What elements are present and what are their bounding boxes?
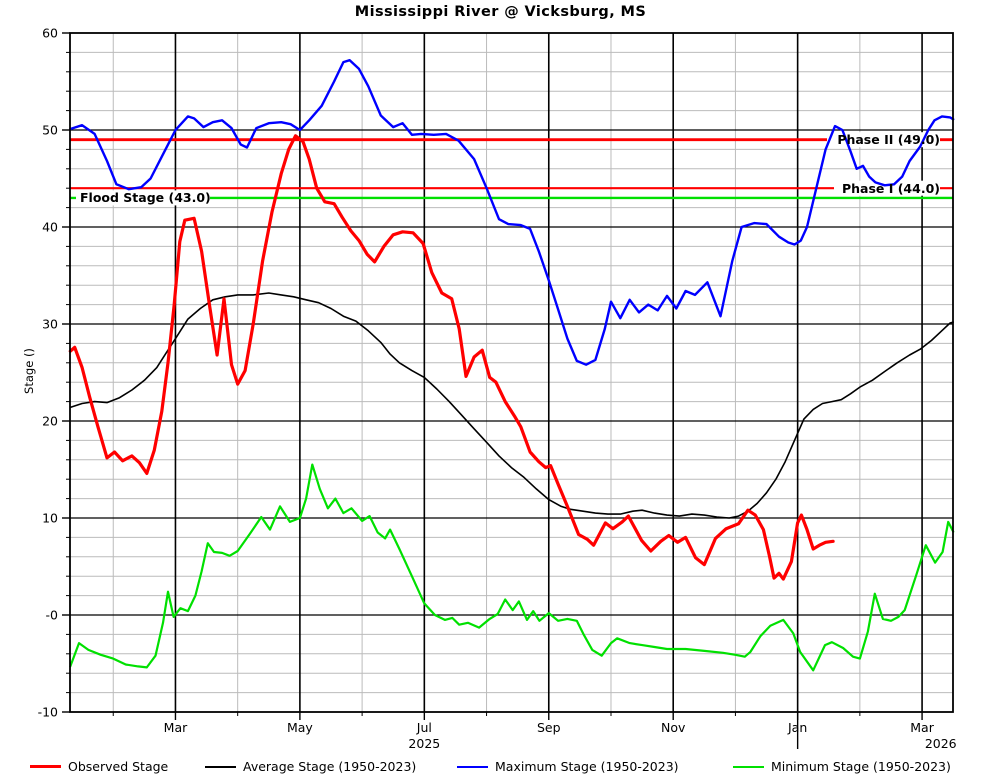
y-tick-label: 10 <box>42 511 58 526</box>
x-month-label: Nov <box>661 720 686 735</box>
maximum-stage-line <box>69 59 955 366</box>
phase2-reference-label: Phase II (49.0) <box>837 132 940 147</box>
observed-line-swatch <box>30 765 61 768</box>
legend-label-observed: Observed Stage <box>68 759 169 774</box>
legend-item-minimum: Minimum Stage (1950-2023) <box>733 759 951 774</box>
minimum-stage-line <box>69 463 955 672</box>
x-month-label: Jul <box>416 720 432 735</box>
y-axis-label: Stage () <box>22 348 36 394</box>
phase2-label-box <box>827 132 940 148</box>
flood-label-box <box>76 190 210 206</box>
maximum-line-swatch <box>457 765 488 768</box>
chart-title: Mississippi River @ Vicksburg, MS <box>354 4 647 20</box>
x-year-label: 2026 <box>925 736 957 751</box>
y-tick-label: 50 <box>42 123 58 138</box>
legend-label-maximum: Maximum Stage (1950-2023) <box>495 759 679 774</box>
flood-stage-reference-label: Flood Stage (43.0) <box>80 190 211 205</box>
y-tick-label: 60 <box>42 26 58 41</box>
y-tick-label: -10 <box>38 705 58 720</box>
average-line-swatch <box>205 765 236 768</box>
legend-label-minimum: Minimum Stage (1950-2023) <box>771 759 951 774</box>
y-tick-label: 30 <box>42 317 58 332</box>
minimum-line-swatch <box>733 765 764 768</box>
x-month-label: Sep <box>537 720 561 735</box>
x-month-label: Mar <box>910 720 934 735</box>
legend-item-average: Average Stage (1950-2023) <box>205 759 416 774</box>
observed-stage-line <box>68 134 835 581</box>
x-year-label: 2025 <box>408 736 440 751</box>
phase1-reference-label: Phase I (44.0) <box>841 181 940 196</box>
average-stage-line <box>69 292 955 519</box>
y-tick-label: 20 <box>42 414 58 429</box>
y-tick-label: 40 <box>42 220 58 235</box>
legend-item-maximum: Maximum Stage (1950-2023) <box>457 759 679 774</box>
x-month-label: Mar <box>164 720 188 735</box>
phase1-label-box <box>834 180 940 196</box>
y-tick-label: -0 <box>46 608 59 623</box>
x-month-label: May <box>287 720 313 735</box>
legend-label-average: Average Stage (1950-2023) <box>243 759 417 774</box>
legend-item-observed: Observed Stage <box>30 759 168 774</box>
plot-border <box>69 32 954 713</box>
